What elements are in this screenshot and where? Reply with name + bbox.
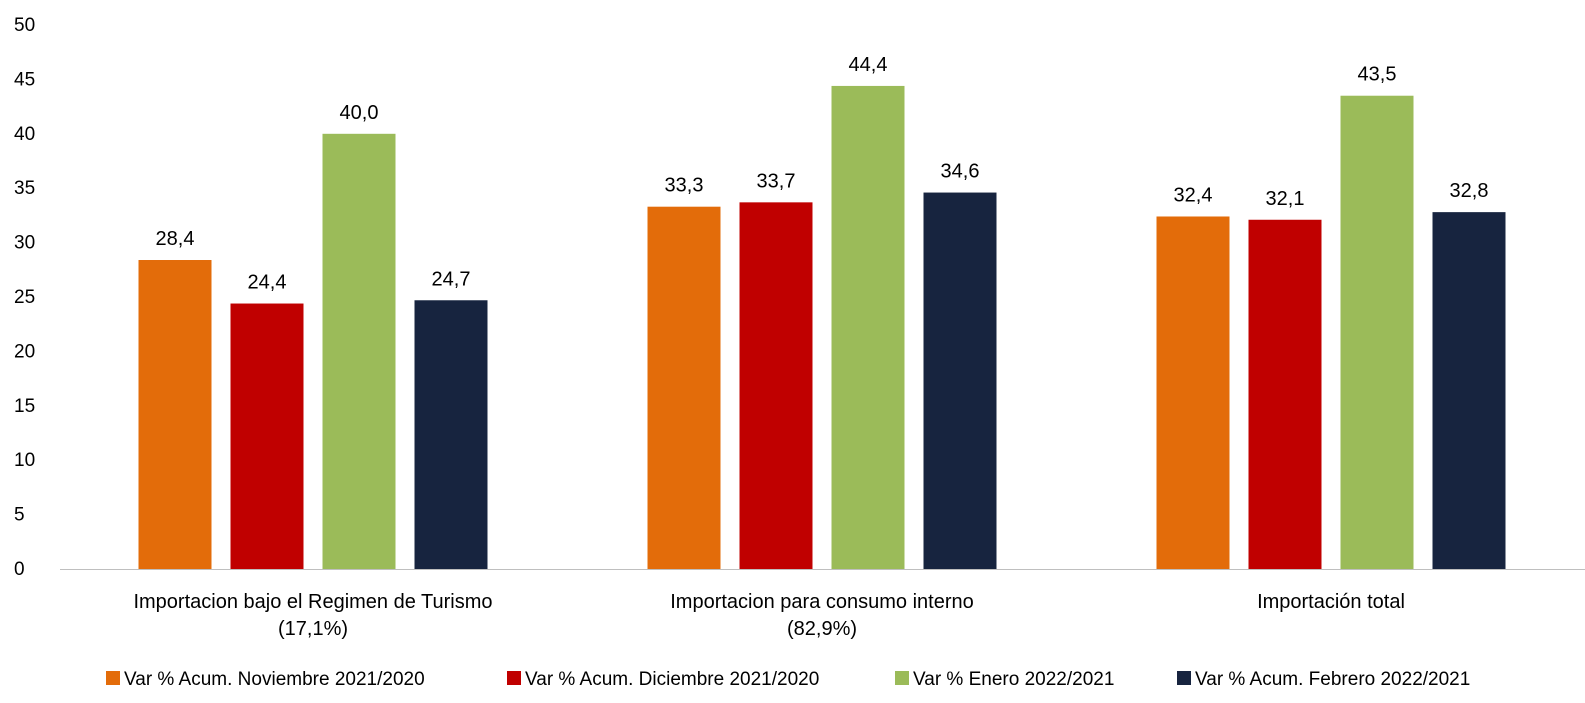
y-axis: 0 5 10 15 20 25 30 35 40 45 50	[14, 15, 35, 580]
y-tick-label: 20	[14, 341, 35, 362]
data-labels-group: 28,4 33,3 32,4 24,4 33,7 32,1 40,0 44,4 43,5 24,7…	[156, 54, 1489, 294]
legend-swatch	[507, 671, 521, 685]
bar-value-label: 44,4	[849, 54, 888, 76]
bar-value-label: 34,6	[941, 161, 980, 183]
x-category-label: (17,1%)	[278, 618, 348, 640]
bar-value-label: 24,7	[432, 268, 471, 290]
y-tick-label: 40	[14, 124, 35, 145]
bar-value-label: 32,4	[1174, 184, 1213, 206]
bar-value-label: 43,5	[1358, 64, 1397, 86]
bars-group	[138, 85, 1506, 570]
y-tick-label: 50	[14, 15, 35, 36]
legend-label: Var % Acum. Noviembre 2021/2020	[124, 669, 425, 690]
y-tick-label: 25	[14, 287, 35, 308]
bar	[230, 303, 304, 569]
y-tick-label: 5	[14, 505, 25, 526]
bar-value-label: 40,0	[340, 102, 379, 124]
bar-value-label: 33,3	[665, 175, 704, 197]
bar-value-label: 28,4	[156, 228, 195, 250]
bar	[322, 133, 396, 570]
y-tick-label: 10	[14, 450, 35, 471]
bar-value-label: 24,4	[248, 272, 287, 294]
legend-swatch	[895, 671, 909, 685]
bar	[923, 192, 997, 569]
bar-value-label: 32,1	[1266, 188, 1305, 210]
legend-label: Var % Enero 2022/2021	[913, 669, 1114, 690]
bar	[1156, 216, 1230, 569]
bar-value-label: 32,8	[1450, 180, 1489, 202]
legend-label: Var % Acum. Febrero 2022/2021	[1195, 669, 1470, 690]
x-category-label: Importacion para consumo interno	[670, 591, 974, 613]
legend-swatch	[1177, 671, 1191, 685]
y-tick-label: 35	[14, 178, 35, 199]
bar	[1248, 219, 1322, 569]
bar	[831, 85, 905, 569]
x-category-label: (82,9%)	[787, 618, 857, 640]
y-tick-label: 45	[14, 69, 35, 90]
bar	[739, 202, 813, 569]
bar	[414, 300, 488, 569]
y-tick-label: 0	[14, 559, 25, 580]
bar-value-label: 33,7	[757, 170, 796, 192]
bar	[647, 206, 721, 570]
x-category-label: Importación total	[1257, 591, 1405, 613]
legend: Var % Acum. Noviembre 2021/2020 Var % Acu…	[106, 669, 1470, 690]
legend-swatch	[106, 671, 120, 685]
legend-label: Var % Acum. Diciembre 2021/2020	[525, 669, 819, 690]
bar	[1340, 95, 1414, 569]
x-axis: Importacion bajo el Regimen de Turismo (1…	[133, 591, 1404, 640]
bar	[1432, 212, 1506, 570]
y-tick-label: 15	[14, 396, 35, 417]
x-category-label: Importacion bajo el Regimen de Turismo	[133, 591, 492, 613]
bar	[138, 260, 212, 569]
y-tick-label: 30	[14, 233, 35, 254]
